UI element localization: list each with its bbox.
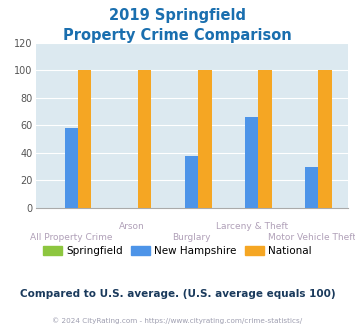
Text: Arson: Arson (119, 222, 144, 231)
Text: Property Crime Comparison: Property Crime Comparison (63, 28, 292, 43)
Bar (258, 70, 272, 208)
Text: All Property Crime: All Property Crime (30, 233, 113, 242)
Bar (78, 70, 91, 208)
Bar (198, 70, 212, 208)
Text: 2019 Springfield: 2019 Springfield (109, 8, 246, 23)
Text: © 2024 CityRating.com - https://www.cityrating.com/crime-statistics/: © 2024 CityRating.com - https://www.city… (53, 317, 302, 324)
Bar (138, 70, 152, 208)
Text: Burglary: Burglary (173, 233, 211, 242)
Bar (245, 117, 258, 208)
Bar (185, 156, 198, 208)
Text: Compared to U.S. average. (U.S. average equals 100): Compared to U.S. average. (U.S. average … (20, 289, 335, 299)
Text: Motor Vehicle Theft: Motor Vehicle Theft (268, 233, 355, 242)
Bar (65, 128, 78, 208)
Bar (318, 70, 332, 208)
Legend: Springfield, New Hampshire, National: Springfield, New Hampshire, National (39, 242, 316, 260)
Text: Larceny & Theft: Larceny & Theft (216, 222, 288, 231)
Bar (305, 167, 318, 208)
